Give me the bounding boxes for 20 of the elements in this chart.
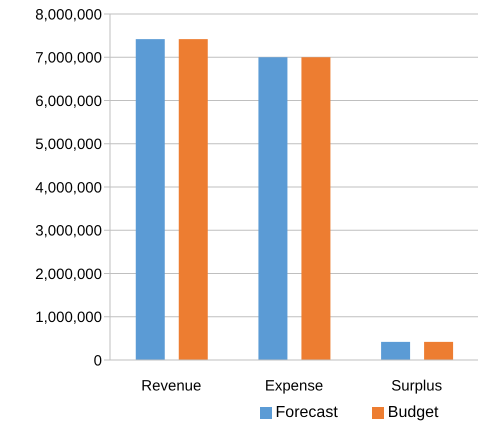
y-tick-label: 4,000,000 xyxy=(35,179,102,196)
y-tick-label: 6,000,000 xyxy=(35,92,102,110)
x-tick-label: Revenue xyxy=(141,378,202,395)
bar xyxy=(258,57,288,360)
legend-label: Forecast xyxy=(276,404,338,422)
y-tick-label: 7,000,000 xyxy=(35,50,102,67)
x-tick-label: Surplus xyxy=(391,378,442,395)
x-tick-label: Expense xyxy=(264,378,324,395)
y-tick-label: 1,000,000 xyxy=(35,309,102,326)
bar xyxy=(178,39,208,360)
y-tick-label: 2,000,000 xyxy=(35,266,102,283)
bar xyxy=(136,39,165,360)
bar xyxy=(424,342,454,360)
bar xyxy=(381,342,410,360)
y-tick-label: 5,000,000 xyxy=(35,136,102,154)
bar xyxy=(301,57,330,360)
legend-label: Budget xyxy=(388,404,438,422)
y-tick-label: 0 xyxy=(94,352,102,370)
y-tick-label: 8,000,000 xyxy=(35,6,102,24)
y-tick-label: 3,000,000 xyxy=(35,222,102,240)
